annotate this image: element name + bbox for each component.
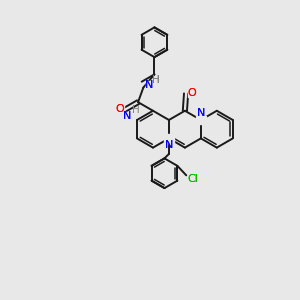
Bar	[164, 134, 174, 142]
Text: O: O	[187, 88, 196, 98]
Text: H: H	[152, 75, 160, 85]
Bar	[196, 116, 206, 124]
Text: Cl: Cl	[188, 174, 198, 184]
Text: O: O	[116, 104, 124, 115]
Text: O: O	[116, 104, 124, 115]
Text: H: H	[152, 75, 160, 85]
Text: N: N	[165, 140, 173, 150]
Text: N: N	[123, 111, 132, 121]
Bar	[188, 89, 195, 97]
Bar	[146, 81, 153, 88]
Bar	[123, 112, 132, 120]
Text: N: N	[197, 108, 205, 118]
Bar	[116, 105, 124, 114]
Text: N: N	[165, 140, 173, 150]
Text: N: N	[145, 80, 154, 90]
Text: O: O	[187, 88, 196, 98]
Text: Cl: Cl	[188, 174, 198, 184]
Text: N: N	[197, 108, 205, 118]
Text: N: N	[145, 80, 154, 90]
Bar	[188, 175, 198, 183]
Text: N: N	[123, 111, 132, 121]
Text: H: H	[132, 106, 140, 116]
